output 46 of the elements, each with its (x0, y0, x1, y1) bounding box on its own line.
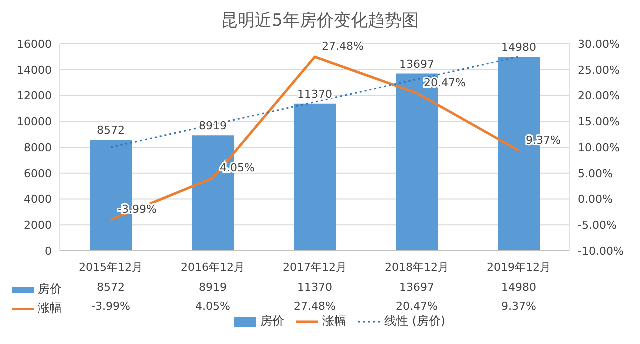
text: 8572 (97, 124, 125, 138)
data-label: 14980 (502, 281, 536, 294)
text: 房价 (260, 314, 284, 328)
x-tick-label: 2017年12月 (283, 261, 347, 274)
legend-label: 涨幅 (322, 313, 346, 330)
text: 涨幅 (38, 301, 62, 315)
y2-tick-label: 0.00% (578, 193, 613, 206)
y-tick-label: 8000 (24, 141, 52, 154)
y-tick-label: 16000 (17, 38, 52, 51)
legend-label: 房价 (38, 281, 62, 298)
y2-tick-label: 5.00% (578, 167, 613, 180)
chart-title: 昆明近5年房价变化趋势图 (220, 10, 420, 33)
y2-tick-label: 10.00% (578, 141, 620, 154)
x-tick-label: 2018年12月 (385, 261, 449, 274)
x-tick-label: 2016年12月 (181, 261, 245, 274)
text: 13697 (400, 58, 434, 71)
y2-tick-label: 25.00% (578, 64, 620, 77)
x-tick-label: 2019年12月 (487, 261, 551, 274)
y2-tick-label: 20.00% (578, 90, 620, 103)
y-tick-label: 2000 (24, 219, 52, 232)
y-tick-label: 6000 (24, 167, 52, 180)
y2-tick-label: 15.00% (578, 116, 620, 129)
y-tick-label: 12000 (17, 90, 52, 103)
y2-tick-label: -5.00% (578, 219, 617, 232)
data-label: -3.99% (92, 300, 130, 313)
data-label: 8919 (199, 281, 227, 294)
data-label: 9.37% (502, 300, 536, 313)
x-tick-label: 2015年12月 (79, 261, 143, 274)
bar (294, 104, 336, 251)
data-label: 11370 (298, 281, 332, 294)
y-tick-label: 14000 (17, 64, 52, 77)
y2-tick-label: -10.00% (578, 244, 624, 258)
text: 8919 (199, 120, 227, 133)
y-tick-label: 10000 (17, 116, 52, 129)
data-label: 13697 (400, 281, 434, 294)
data-label: 20.47% (396, 300, 438, 313)
legend-label: 线性 (房价) (384, 313, 446, 330)
data-label: 27.48% (294, 300, 336, 313)
y2-tick-label: 30.00% (578, 38, 620, 51)
text: 11370 (298, 88, 332, 101)
data-label: 4.05% (196, 300, 230, 313)
y-tick-label: 0 (45, 244, 52, 258)
y-tick-label: 4000 (24, 193, 52, 206)
text: 27.48% (322, 40, 364, 54)
data-label: 8572 (97, 281, 125, 294)
text: 14980 (502, 41, 536, 54)
